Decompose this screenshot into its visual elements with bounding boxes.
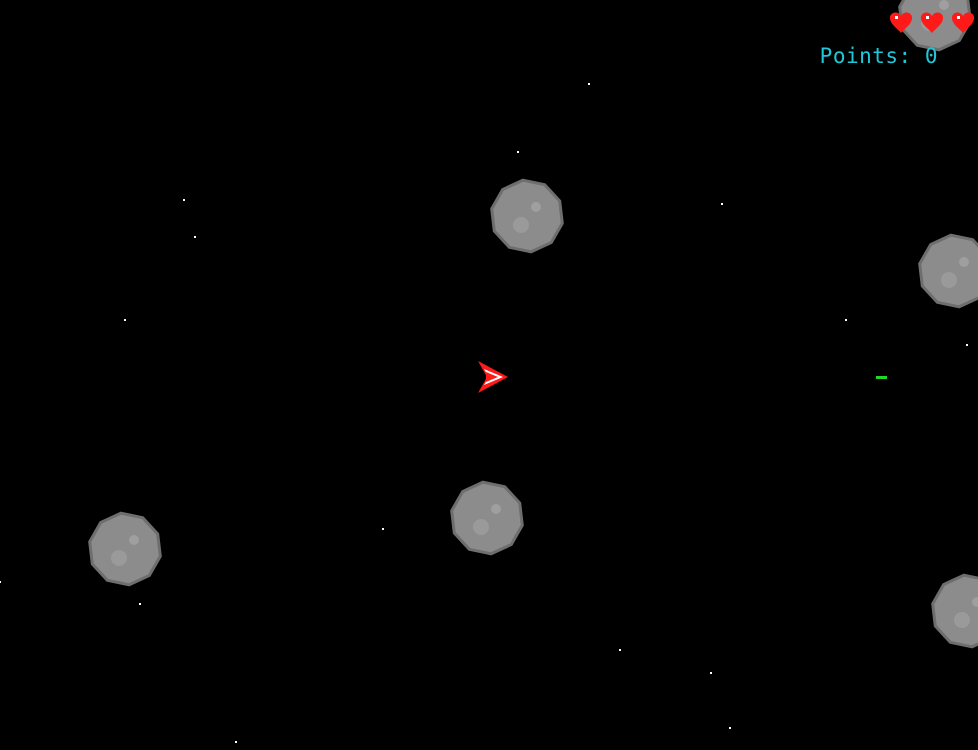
starfield [0,83,968,743]
star [139,603,141,605]
star [710,672,712,674]
bullet-layer [876,376,887,379]
asteroid-body [918,233,978,309]
asteroid-crater [513,217,529,233]
ship-layer [478,361,508,393]
heart-shine [895,16,898,19]
asteroid-body [88,511,162,587]
asteroid-crater [954,612,970,628]
star [619,649,621,651]
heart-shine [957,16,960,19]
heart-icon [951,12,975,34]
star [194,236,196,238]
asteroid-crater [111,550,127,566]
star [966,344,968,346]
score-label: Points: [819,44,912,68]
star [235,741,237,743]
star [588,83,590,85]
star [382,528,384,530]
asteroid-crater [941,272,957,288]
heart-icon [920,12,944,34]
heart-icon [889,12,913,34]
bullet [876,376,887,379]
star [124,319,126,321]
asteroid [931,573,978,649]
score-value: 0 [924,44,938,68]
ship-core [486,372,498,382]
player-ship [478,361,508,393]
asteroid-crater [959,257,969,267]
star [721,203,723,205]
asteroid-body [450,480,524,556]
star [183,199,185,201]
star [845,319,847,321]
score-display: Points: 0 [820,43,938,69]
asteroid-body [931,573,978,649]
star [0,581,1,583]
star [517,151,519,153]
star [729,727,731,729]
asteroid-crater [473,519,489,535]
asteroid [450,480,524,556]
lives-indicator [889,12,975,34]
heart-shine [926,16,929,19]
asteroid-crater [491,504,501,514]
asteroid [918,233,978,309]
asteroid-layer [88,0,978,649]
asteroid [490,178,564,254]
asteroid-body [490,178,564,254]
asteroid-crater [972,597,978,607]
asteroid-crater [939,0,949,10]
asteroid [88,511,162,587]
asteroid-crater [531,202,541,212]
asteroid-crater [129,535,139,545]
